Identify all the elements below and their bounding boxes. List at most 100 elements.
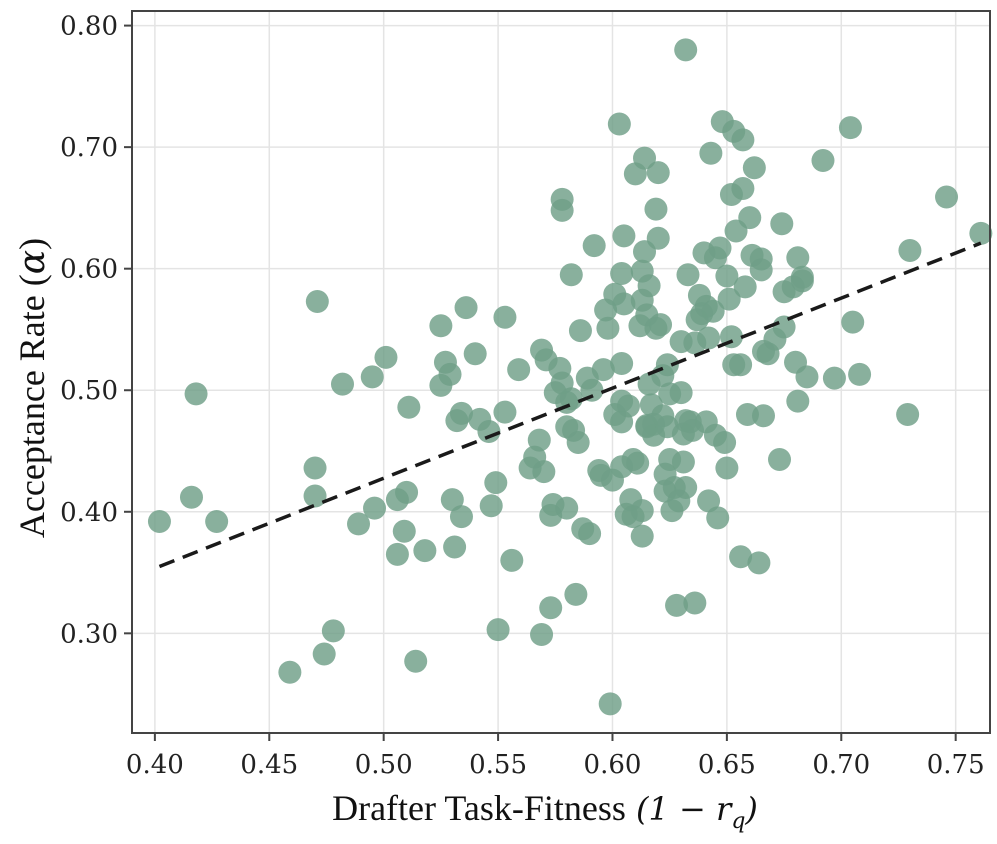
data-point [527, 428, 551, 452]
data-point [413, 539, 437, 563]
x-tick-label: 0.40 [126, 750, 184, 780]
data-point [312, 642, 336, 666]
data-point [559, 263, 583, 287]
data-point [610, 351, 634, 375]
data-point [397, 395, 421, 419]
data-point [738, 206, 762, 230]
data-point [591, 358, 615, 382]
data-point [532, 460, 556, 484]
x-tick-label: 0.45 [240, 750, 298, 780]
data-point [559, 387, 583, 411]
data-point [633, 146, 657, 170]
y-tick-label: 0.40 [60, 498, 118, 528]
data-point [713, 430, 737, 454]
data-point [669, 381, 693, 405]
plot-frame [131, 10, 991, 734]
data-point [363, 496, 387, 520]
data-point [385, 542, 409, 566]
x-axis-ticks: 0.40 0.45 0.50 0.55 0.60 0.65 0.70 0.75 [126, 733, 985, 780]
y-tick-label: 0.30 [60, 619, 118, 649]
x-tick-label: 0.50 [355, 750, 413, 780]
data-point [477, 420, 501, 444]
data-point [646, 226, 670, 250]
data-point [674, 38, 698, 62]
data-point [582, 234, 606, 258]
data-point [303, 484, 327, 508]
data-point [507, 358, 531, 382]
data-point [731, 176, 755, 200]
data-point [607, 112, 631, 136]
data-point [790, 265, 814, 289]
data-point [443, 535, 467, 559]
data-point [440, 488, 464, 512]
data-point [644, 197, 668, 221]
data-point [848, 362, 872, 386]
data-point [463, 342, 487, 366]
data-point [395, 480, 419, 504]
data-points [147, 38, 993, 716]
data-point [612, 292, 636, 316]
x-tick-label: 0.65 [698, 750, 756, 780]
data-point [598, 692, 622, 716]
data-point [305, 290, 329, 314]
data-point [555, 496, 579, 520]
data-point [179, 485, 203, 509]
data-point [479, 494, 503, 518]
data-point [701, 299, 725, 323]
data-point [566, 430, 590, 454]
data-point [708, 236, 732, 260]
data-point [768, 448, 792, 472]
data-point [630, 524, 654, 548]
data-point [321, 619, 345, 643]
data-point [454, 296, 478, 320]
data-point [665, 593, 689, 617]
data-point [184, 382, 208, 406]
data-point [637, 274, 661, 298]
data-point [935, 185, 959, 209]
x-tick-label: 0.60 [584, 750, 642, 780]
data-point [568, 319, 592, 343]
data-point [671, 450, 695, 474]
data-point [484, 471, 508, 495]
data-point [596, 316, 620, 340]
data-point [715, 456, 739, 480]
data-point [811, 149, 835, 173]
data-point [564, 582, 588, 606]
data-point [674, 475, 698, 499]
data-point [486, 618, 510, 642]
data-point [697, 489, 721, 513]
data-point [733, 275, 757, 299]
trend-line [158, 241, 982, 569]
x-tick-label: 0.75 [927, 750, 985, 780]
data-point [683, 591, 707, 615]
data-point [896, 403, 920, 427]
data-point [278, 660, 302, 684]
data-point [729, 545, 753, 569]
data-point [449, 401, 473, 425]
data-point [786, 246, 810, 270]
data-point [715, 264, 739, 288]
data-point [449, 505, 473, 529]
data-point [749, 258, 773, 282]
data-point [841, 310, 865, 334]
data-point [630, 499, 654, 523]
data-point [706, 506, 730, 530]
data-point [898, 238, 922, 262]
data-point [969, 221, 993, 245]
data-point [205, 510, 229, 534]
x-tick-label: 0.70 [812, 750, 870, 780]
data-point [347, 512, 371, 536]
data-point [303, 456, 327, 480]
x-axis-label: Drafter Task-Fitness (1 − rq) [332, 788, 758, 834]
data-point [649, 313, 673, 337]
x-tick-label: 0.55 [469, 750, 527, 780]
data-point [392, 519, 416, 543]
y-axis-label: Acceptance Rate (α) [12, 238, 53, 538]
data-point [330, 372, 354, 396]
data-point [612, 224, 636, 248]
data-point [742, 156, 766, 180]
data-point [429, 314, 453, 338]
data-point [580, 378, 604, 402]
data-point [578, 522, 602, 546]
